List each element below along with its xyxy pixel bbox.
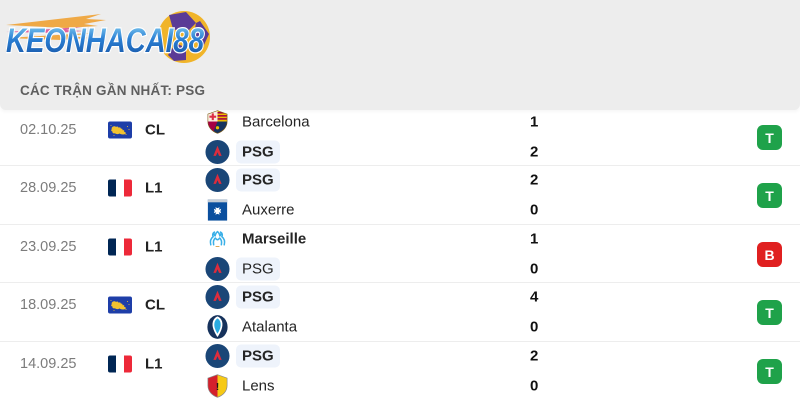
svg-text:KEONHACAI88: KEONHACAI88 bbox=[6, 22, 204, 60]
svg-text:!: ! bbox=[216, 380, 220, 392]
